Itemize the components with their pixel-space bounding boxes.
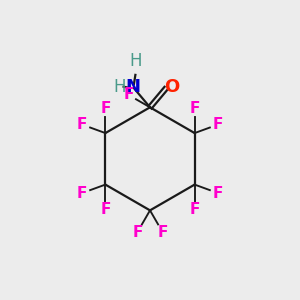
Text: F: F bbox=[213, 117, 223, 132]
Text: H: H bbox=[113, 78, 125, 96]
Text: F: F bbox=[100, 100, 111, 116]
Text: F: F bbox=[77, 117, 87, 132]
Text: F: F bbox=[189, 100, 200, 116]
Text: N: N bbox=[125, 78, 140, 96]
Text: F: F bbox=[100, 202, 111, 217]
Text: H: H bbox=[129, 52, 142, 70]
Text: F: F bbox=[189, 202, 200, 217]
Text: F: F bbox=[213, 186, 223, 201]
Text: O: O bbox=[164, 78, 179, 96]
Text: F: F bbox=[77, 186, 87, 201]
Text: F: F bbox=[157, 224, 168, 239]
Text: F: F bbox=[132, 224, 143, 239]
Text: F: F bbox=[123, 87, 134, 102]
